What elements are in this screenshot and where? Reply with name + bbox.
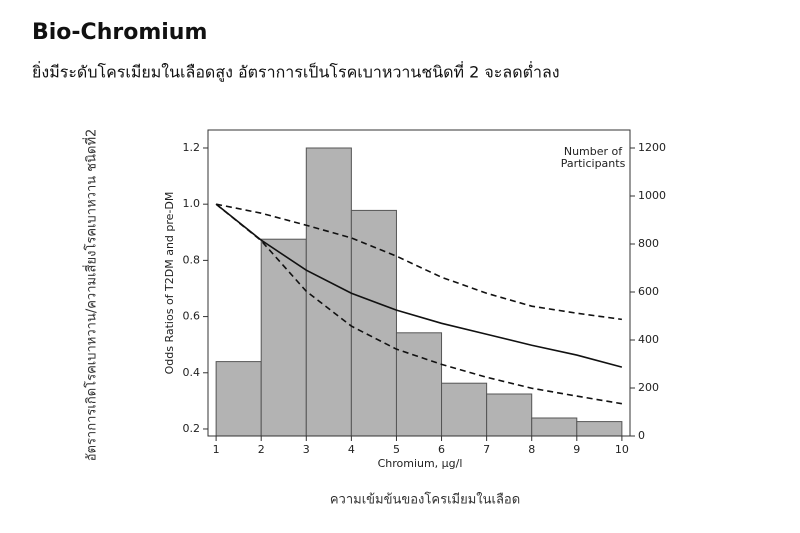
y2-tick-label: 200: [638, 381, 659, 394]
histogram-bar: [350, 209, 397, 437]
y2-axis-label: Number of: [564, 145, 623, 158]
y-tick-label: 0.6: [183, 310, 201, 323]
y-tick-label: 1.2: [183, 141, 201, 154]
x-tick-label: 2: [258, 443, 265, 456]
outer-y-label: อัตราการเกิดโรคเบาหวาน/ความเสี่ยงโรคเบาห…: [83, 129, 100, 462]
histogram-bar: [576, 421, 623, 437]
y2-tick-label: 400: [638, 333, 659, 346]
y-axis-label: Odds Ratios of T2DM and pre-DM: [163, 192, 176, 375]
odds-line: [215, 203, 623, 405]
x-tick-label: 7: [483, 443, 490, 456]
y2-tick-label: 600: [638, 285, 659, 298]
y2-tick-label: 0: [638, 429, 645, 442]
chart-title: Bio-Chromium: [32, 20, 207, 45]
histogram-bar: [441, 382, 488, 437]
x-tick-label: 3: [303, 443, 310, 456]
y-tick-label: 0.2: [183, 422, 201, 435]
histogram-bar: [305, 147, 352, 437]
x-tick-label: 5: [393, 443, 400, 456]
histogram-bar: [395, 332, 443, 437]
y-tick-label: 1.0: [183, 197, 201, 210]
histogram-bar: [260, 238, 307, 437]
y2-tick-label: 800: [638, 237, 659, 250]
x-tick-label: 6: [438, 443, 445, 456]
outer-x-label: ความเข้มข้นของโครเมียมในเลือด: [330, 492, 520, 508]
y-tick-label: 0.4: [183, 366, 201, 379]
x-axis-label: Chromium, µg/l: [378, 457, 463, 470]
x-tick-label: 8: [528, 443, 535, 456]
x-tick-label: 10: [615, 443, 629, 456]
histogram-bar: [531, 417, 578, 437]
plot-frame: [207, 129, 631, 437]
histogram-bar: [215, 361, 262, 437]
y2-tick-label: 1000: [638, 189, 666, 202]
chart-subtitle: ยิ่งมีระดับโครเมียมในเลือดสูง อัตราการเป…: [32, 61, 560, 83]
x-tick-label: 1: [213, 443, 220, 456]
odds-line: [215, 203, 622, 321]
x-tick-label: 4: [348, 443, 355, 456]
y2-axis-label: Participants: [561, 157, 626, 170]
x-tick-label: 9: [573, 443, 580, 456]
y2-tick-label: 1200: [638, 141, 666, 154]
y-tick-label: 0.8: [183, 253, 201, 266]
histogram-bar: [486, 393, 533, 437]
odds-line: [215, 203, 623, 368]
